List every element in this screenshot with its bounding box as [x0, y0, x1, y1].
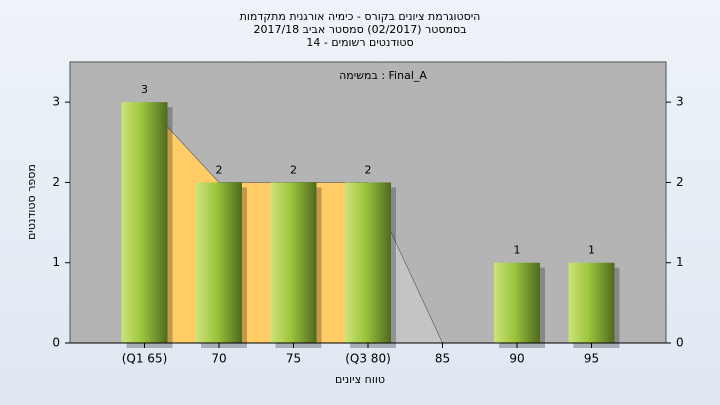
- x-tick-label: (Q3 80): [345, 352, 391, 366]
- bar: [568, 262, 615, 343]
- data-label: 1: [588, 244, 595, 257]
- x-tick-label: 75: [286, 352, 301, 366]
- annotation: Final_A : במשימה: [339, 69, 427, 82]
- x-axis-label: טווח ציונים: [335, 373, 385, 386]
- bar: [270, 182, 317, 343]
- chart-title: סטודנטים רשומים - 14: [306, 36, 413, 49]
- y2-tick-label: 3: [676, 95, 684, 109]
- chart-title: היסטוגרמת ציונים בקורס - כימיה אורגנית מ…: [240, 10, 481, 23]
- bar: [121, 102, 168, 344]
- y-tick-label: 1: [52, 255, 60, 269]
- x-tick-label: 85: [435, 352, 450, 366]
- x-tick-label: 90: [509, 352, 524, 366]
- chart-title: בסמסטר (02/2017) סמסטר אביב 2017/18: [253, 23, 466, 36]
- bar: [196, 182, 242, 343]
- x-tick-label: 95: [584, 352, 599, 366]
- x-tick-label: 70: [211, 352, 226, 366]
- data-label: 2: [216, 163, 223, 176]
- data-label: 2: [365, 163, 372, 176]
- y2-tick-label: 2: [676, 175, 684, 189]
- data-label: 2: [290, 163, 297, 176]
- x-tick-label: (Q1 65): [122, 352, 168, 366]
- y-axis-label: מספר סטודנטים: [25, 164, 38, 240]
- y-tick-label: 3: [52, 95, 60, 109]
- bar: [494, 262, 540, 343]
- bar: [345, 182, 391, 343]
- data-label: 3: [141, 83, 148, 96]
- y-tick-label: 0: [52, 336, 60, 350]
- y2-tick-label: 1: [676, 255, 684, 269]
- data-label: 1: [514, 244, 521, 257]
- y-tick-label: 2: [52, 175, 60, 189]
- y2-tick-label: 0: [676, 336, 684, 350]
